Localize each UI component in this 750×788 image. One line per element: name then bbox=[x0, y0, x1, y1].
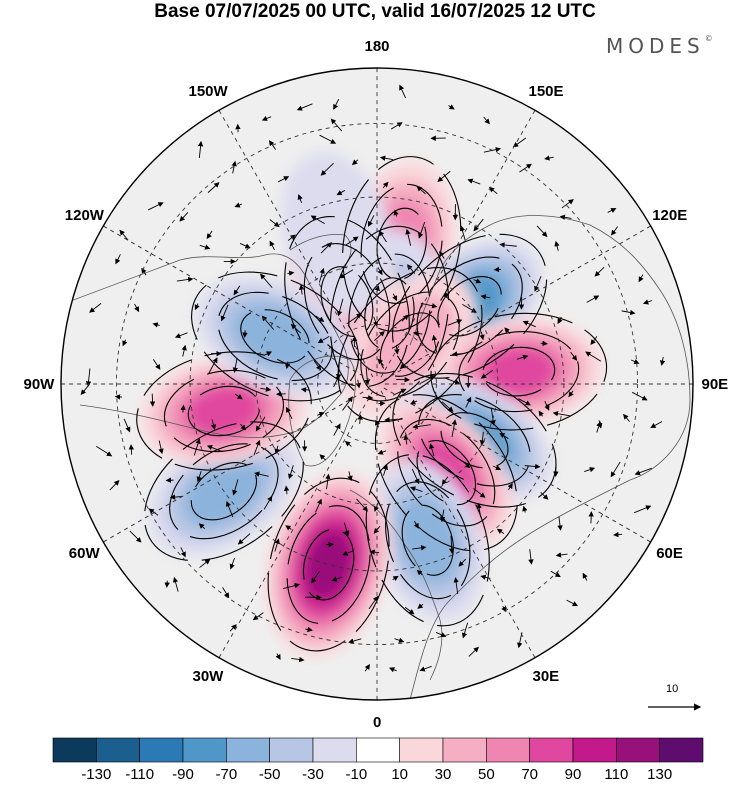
colorbar-swatch bbox=[313, 738, 356, 762]
wind-vector bbox=[541, 343, 547, 344]
longitude-label: 90E bbox=[702, 376, 729, 393]
colorbar-swatch bbox=[96, 738, 139, 762]
longitude-label: 180 bbox=[365, 38, 390, 55]
colorbar-tick-label: -50 bbox=[259, 766, 281, 783]
colorbar-tick-label: 90 bbox=[565, 766, 582, 783]
wind-vector bbox=[245, 330, 246, 337]
colorbar-swatch bbox=[443, 738, 486, 762]
colorbar-swatch bbox=[400, 738, 443, 762]
colorbar-swatch bbox=[140, 738, 183, 762]
longitude-label: 60W bbox=[69, 545, 100, 562]
wind-vector bbox=[116, 397, 122, 398]
colorbar-tick-label: 50 bbox=[478, 766, 495, 783]
colorbar-tick-label: -10 bbox=[345, 766, 367, 783]
longitude-label: 0 bbox=[373, 714, 381, 731]
longitude-label: 90W bbox=[24, 376, 55, 393]
longitude-label: 30E bbox=[533, 668, 560, 685]
longitude-label: 150W bbox=[189, 83, 228, 100]
colorbar-swatch bbox=[356, 738, 399, 762]
colorbar-swatch bbox=[226, 738, 269, 762]
colorbar-tick-label: -90 bbox=[172, 766, 194, 783]
wind-vector bbox=[556, 464, 557, 476]
colorbar-tick-label: 110 bbox=[604, 766, 628, 783]
reference-vector-label: 10 bbox=[666, 683, 678, 695]
longitude-label: 120E bbox=[652, 207, 687, 224]
colorbar-swatch bbox=[183, 738, 226, 762]
colorbar-tick-label: 10 bbox=[391, 766, 408, 783]
colorbar-swatch bbox=[573, 738, 616, 762]
colorbar-tick-label: 130 bbox=[647, 766, 672, 783]
colorbar-swatch bbox=[530, 738, 573, 762]
colorbar-swatch bbox=[616, 738, 659, 762]
longitude-label: 30W bbox=[193, 668, 224, 685]
wind-vector bbox=[131, 445, 132, 455]
colorbar-swatch bbox=[486, 738, 529, 762]
colorbar-swatch bbox=[270, 738, 313, 762]
colorbar-swatch bbox=[660, 738, 703, 762]
wind-vector bbox=[152, 394, 153, 406]
colorbar bbox=[53, 738, 703, 762]
longitude-label: 120W bbox=[65, 207, 104, 224]
colorbar-tick-label: -130 bbox=[81, 766, 111, 783]
colorbar-tick-label: 70 bbox=[521, 766, 538, 783]
longitude-label: 60E bbox=[656, 545, 683, 562]
colorbar-tick-label: 30 bbox=[435, 766, 452, 783]
colorbar-tick-label: -70 bbox=[215, 766, 237, 783]
wind-vector bbox=[167, 581, 168, 587]
colorbar-tick-label: -30 bbox=[302, 766, 324, 783]
longitude-label: 150E bbox=[529, 83, 564, 100]
colorbar-swatch bbox=[53, 738, 96, 762]
colorbar-tick-label: -110 bbox=[125, 766, 154, 783]
